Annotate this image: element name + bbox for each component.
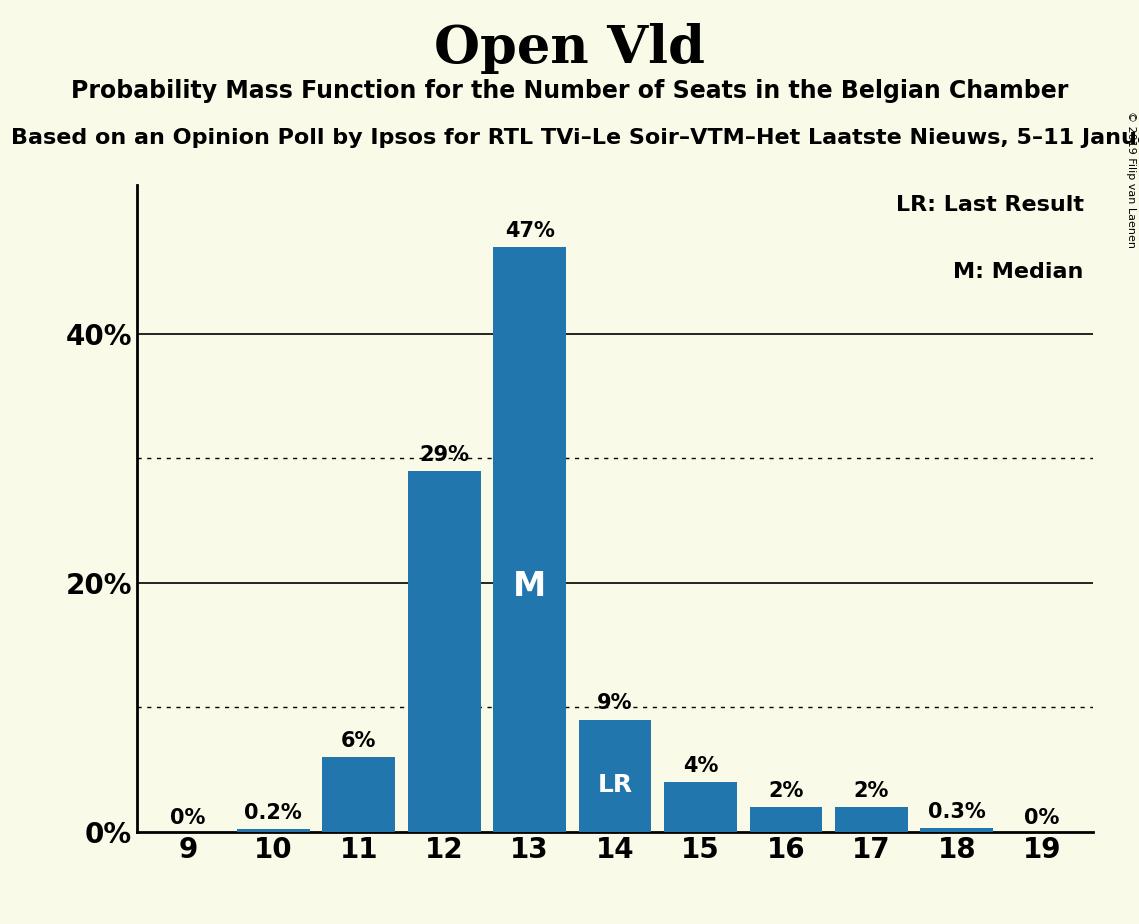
Text: Probability Mass Function for the Number of Seats in the Belgian Chamber: Probability Mass Function for the Number… bbox=[71, 79, 1068, 103]
Text: 47%: 47% bbox=[505, 221, 555, 241]
Text: 2%: 2% bbox=[768, 781, 804, 800]
Text: 2%: 2% bbox=[853, 781, 890, 800]
Text: Based on an Opinion Poll by Ipsos for RTL TVi–Le Soir–VTM–Het Laatste Nieuws, 5–: Based on an Opinion Poll by Ipsos for RT… bbox=[11, 128, 1139, 148]
Bar bbox=[835, 807, 908, 832]
Text: 0.2%: 0.2% bbox=[245, 803, 302, 823]
Text: 0.3%: 0.3% bbox=[928, 802, 985, 821]
Text: M: M bbox=[513, 569, 547, 602]
Bar bbox=[493, 247, 566, 832]
Text: LR: LR bbox=[598, 772, 632, 796]
Text: 0%: 0% bbox=[170, 808, 206, 828]
Bar bbox=[920, 828, 993, 832]
Text: 0%: 0% bbox=[1024, 808, 1060, 828]
Text: 4%: 4% bbox=[682, 756, 719, 775]
Text: 9%: 9% bbox=[597, 693, 633, 713]
Text: Open Vld: Open Vld bbox=[434, 23, 705, 74]
Text: © 2019 Filip van Laenen: © 2019 Filip van Laenen bbox=[1125, 111, 1136, 248]
Bar bbox=[664, 782, 737, 832]
Bar bbox=[749, 807, 822, 832]
Bar bbox=[322, 757, 395, 832]
Text: 29%: 29% bbox=[419, 444, 469, 465]
Text: 6%: 6% bbox=[341, 731, 377, 750]
Bar bbox=[237, 829, 310, 832]
Text: M: Median: M: Median bbox=[953, 262, 1084, 283]
Bar bbox=[408, 471, 481, 832]
Text: LR: Last Result: LR: Last Result bbox=[896, 195, 1084, 214]
Bar bbox=[579, 720, 652, 832]
